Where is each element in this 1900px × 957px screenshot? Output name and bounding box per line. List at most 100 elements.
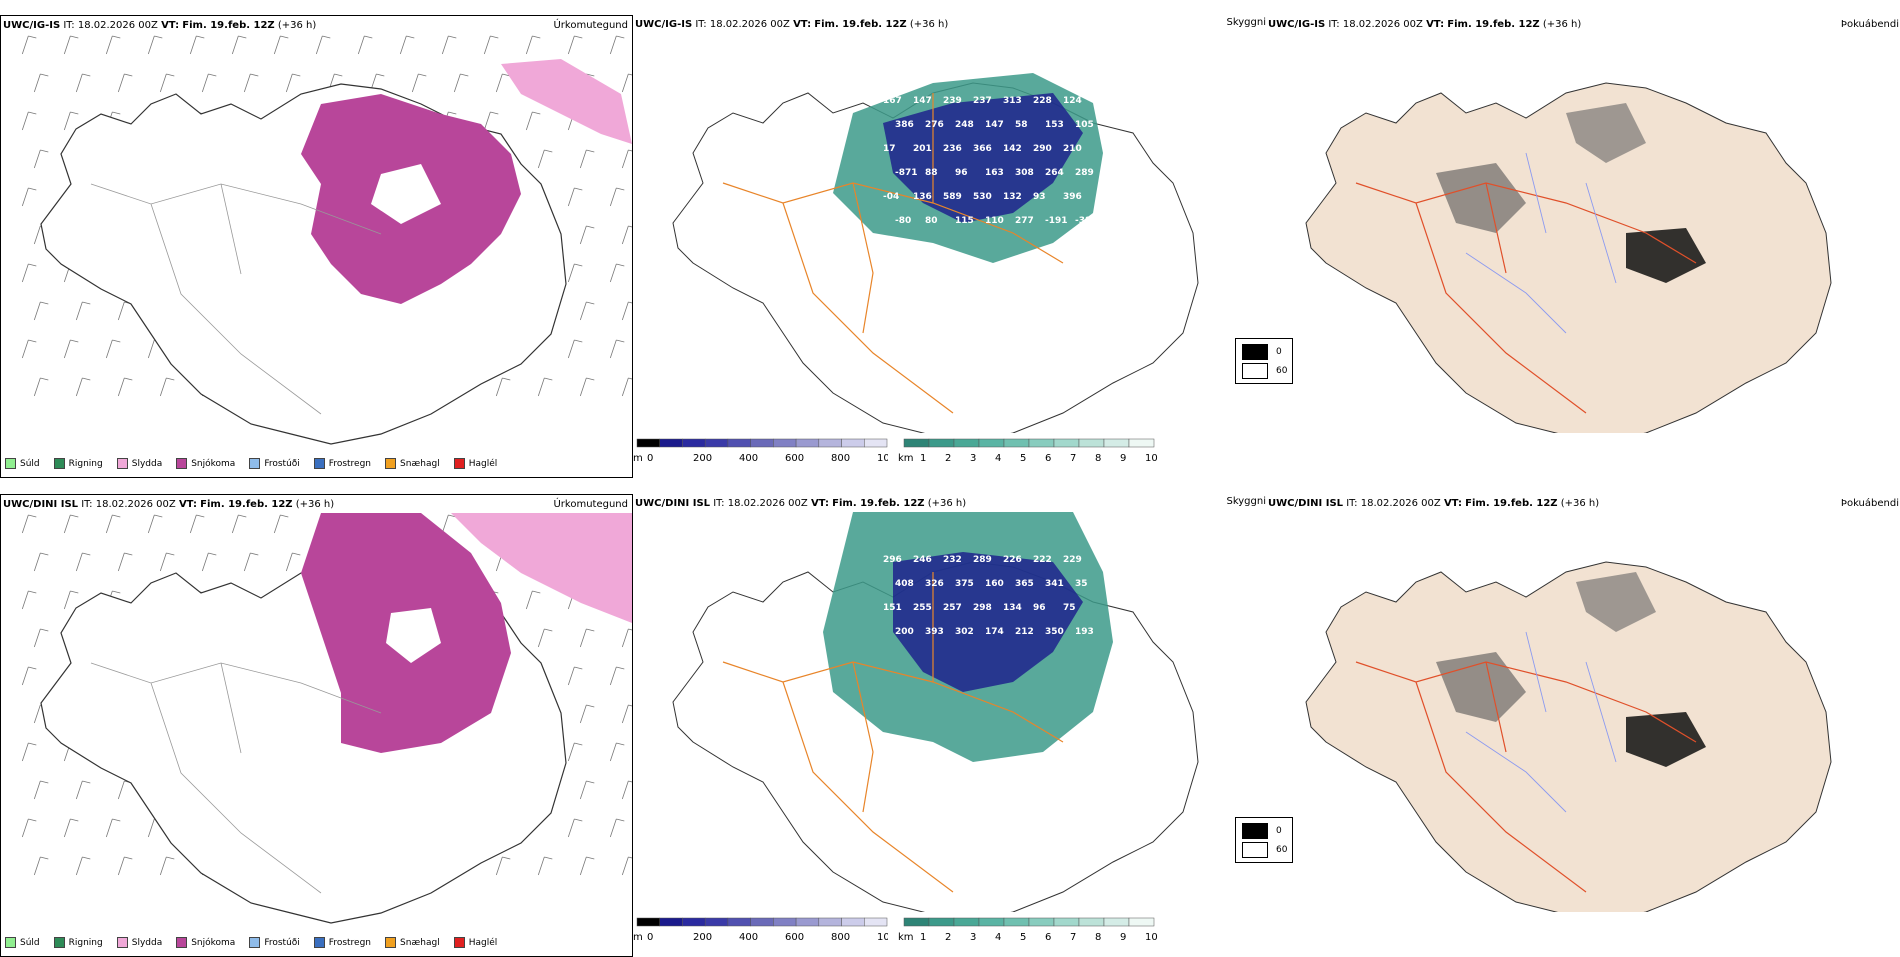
fog-map [1305, 82, 1832, 433]
wind-barb [75, 780, 91, 800]
legend-swatch [53, 937, 65, 948]
legend-swatch [116, 937, 128, 948]
cloud-value-label: 276 [925, 120, 944, 130]
cloud-value-label: 193 [1075, 627, 1094, 637]
cloud-value-label: 134 [1003, 603, 1022, 613]
cbar-tick: 4 [995, 453, 1001, 464]
cbar-cell [1128, 917, 1155, 927]
cbar-unit: m [633, 453, 643, 464]
legend-item: Snjókoma [176, 937, 235, 948]
fog-key: 0 60 [1235, 338, 1293, 384]
wind-barb [285, 73, 301, 93]
wind-barb [579, 377, 595, 397]
wind-barb [621, 704, 632, 724]
wind-barb [525, 35, 541, 55]
cbar-cell [841, 917, 865, 927]
wind-barb [579, 704, 595, 724]
cbar-cell [727, 438, 751, 448]
wind-barb [117, 377, 133, 397]
panel-title: UWC/DINI ISL IT: 18.02.2026 00Z VT: Fim.… [635, 498, 967, 509]
wind-barb [75, 856, 91, 876]
cbar-cell [1078, 438, 1105, 448]
cbar-tick: 10 [1145, 932, 1158, 943]
legend-item: Haglél [453, 937, 497, 948]
wind-barb [609, 818, 625, 838]
cbar-tick: 3 [970, 932, 976, 943]
cloud-value-label: 393 [925, 627, 944, 637]
cloud-value-label: 530 [973, 192, 992, 202]
wind-barb [201, 552, 217, 572]
cbar-tick: 6 [1045, 453, 1051, 464]
cbar-unit: km [898, 453, 914, 464]
wind-barb [201, 73, 217, 93]
cloud-value-label: 264 [1045, 168, 1064, 178]
cloud-value-label: 132 [1003, 192, 1022, 202]
wind-barb [609, 666, 625, 686]
wind-barb [579, 149, 595, 169]
cbar-cell [1028, 917, 1055, 927]
wind-barb [231, 514, 247, 534]
wind-barb [411, 73, 427, 93]
legend-item: Snjókoma [176, 458, 235, 469]
cloud-label: Skyggni [1226, 17, 1266, 28]
wind-barb [117, 301, 133, 321]
cloud-value-label: 277 [1015, 216, 1034, 226]
cbar-cell [795, 917, 820, 927]
wind-barb [75, 552, 91, 572]
legend-item: Súld [5, 937, 40, 948]
wind-barb [21, 111, 37, 131]
legend-swatch [313, 937, 325, 948]
wind-barb [579, 628, 595, 648]
fog-key-light [1242, 842, 1268, 858]
cbar-tick: 5 [1020, 453, 1026, 464]
iceland-fog-outline [1305, 82, 1832, 433]
wind-barb [189, 35, 205, 55]
wind-barb [579, 856, 595, 876]
road-lines [722, 93, 1064, 414]
cbar-cell [682, 917, 706, 927]
cbar-tick: 800 [831, 932, 850, 943]
wind-barb [63, 339, 79, 359]
cloud-value-label: 212 [1015, 627, 1034, 637]
wind-barb [537, 377, 553, 397]
wind-barb [441, 514, 457, 534]
wind-barb [75, 73, 91, 93]
wind-barb [189, 514, 205, 534]
legend-item: Frostregn [313, 458, 371, 469]
snow-hole [386, 608, 441, 663]
cloud-value-label: 296 [883, 555, 902, 565]
cloud-values: 167 147 239 237 313 228 124 386 276 248 147 58 153 10… [883, 96, 1094, 226]
sleet-area [451, 513, 632, 623]
cbar-km-ticks: km 1 2 3 4 5 6 7 8 9 10 [898, 453, 1158, 464]
cbar-tick: 1 [920, 932, 926, 943]
wind-barb [567, 263, 583, 283]
cloud-value-label: 167 [883, 96, 902, 106]
cloud-value-label: 341 [1045, 579, 1064, 589]
wind-barb [621, 856, 632, 876]
panel-title: UWC/DINI ISL IT: 18.02.2026 00Z VT: Fim.… [3, 499, 335, 510]
cbar-tick: 7 [1070, 932, 1076, 943]
cloud-value-label: 105 [1075, 120, 1094, 130]
fog-panel-dini: UWC/DINI ISL IT: 18.02.2026 00Z VT: Fim.… [1235, 494, 1899, 957]
cloud-value-label: 232 [943, 555, 962, 565]
legend-swatch [176, 458, 188, 469]
legend-swatch [249, 937, 261, 948]
wind-barb [21, 339, 37, 359]
cbar-cell [953, 917, 980, 927]
cloud-value-label: -80 [895, 216, 911, 226]
legend-item: Haglél [453, 458, 497, 469]
wind-barb [33, 628, 49, 648]
wind-barb [315, 35, 331, 55]
wind-barb [621, 780, 632, 800]
cloud-value-label: 58 [1015, 120, 1028, 130]
cloud-value-label: 396 [1063, 192, 1082, 202]
cbar-tick: 8 [1095, 453, 1101, 464]
cloud-dark [893, 552, 1083, 692]
cloud-label: Skyggni [1226, 496, 1266, 507]
wind-barb [567, 666, 583, 686]
cloud-value-label: 366 [973, 144, 992, 154]
fog-gray-2 [1566, 103, 1646, 163]
cbar-cell [818, 917, 842, 927]
legend-item: Snæhagl [385, 937, 440, 948]
legend-swatch [5, 937, 16, 948]
